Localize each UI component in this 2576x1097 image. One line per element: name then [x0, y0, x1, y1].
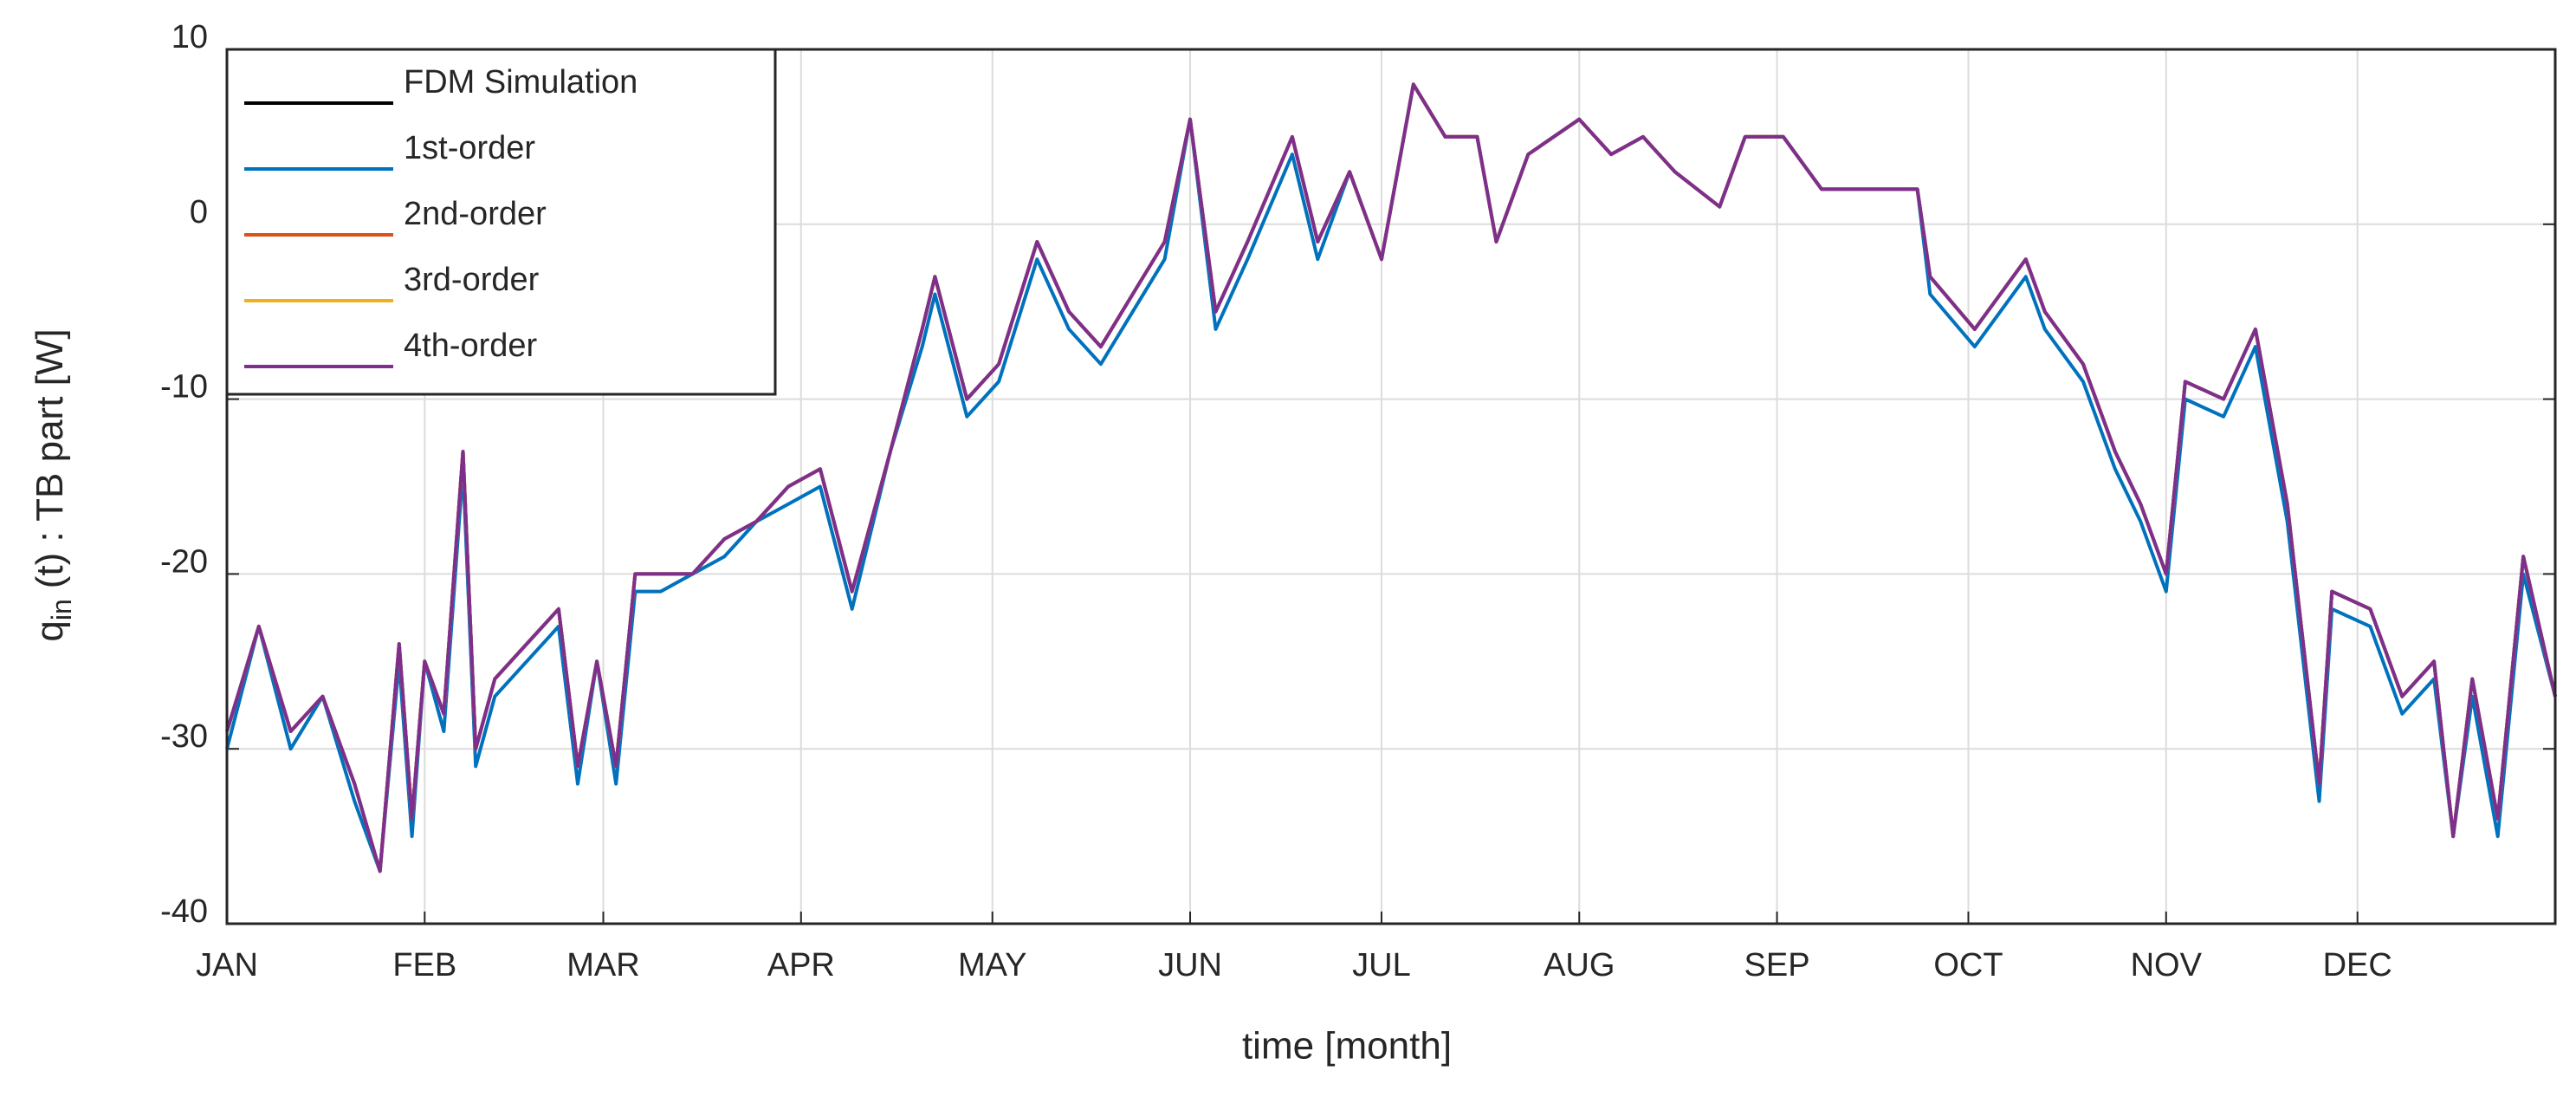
x-tick-label: JUN [1158, 947, 1222, 983]
y-tick-label: -10 [160, 369, 208, 406]
x-axis-label: time [month] [1242, 1025, 1452, 1068]
x-tick-label: MAY [958, 947, 1027, 983]
y-tick-label: -40 [160, 893, 208, 930]
y-tick-label: 10 [172, 19, 208, 55]
legend-label: 3rd-order [404, 262, 540, 298]
x-tick-label: JUL [1352, 947, 1411, 983]
x-tick-label: FEB [392, 947, 456, 983]
series-line [225, 82, 2557, 873]
y-axis-label: qin (t) : TB part [W] [29, 328, 78, 641]
x-tick-label: AUG [1544, 947, 1615, 983]
y-tick-label: -30 [160, 718, 208, 755]
legend-box [225, 48, 777, 396]
legend-label: 2nd-order [404, 196, 547, 232]
x-tick-label: MAR [566, 947, 639, 983]
y-label-sub: in [46, 599, 77, 620]
legend-label: 4th-order [404, 328, 538, 364]
x-tick-label: APR [767, 947, 835, 983]
y-label-rest: (t) : TB part [W] [29, 328, 71, 588]
y-tick-label: 0 [190, 194, 208, 230]
legend-label: FDM Simulation [404, 64, 638, 101]
x-tick-label: SEP [1744, 947, 1810, 983]
x-tick-label: NOV [2131, 947, 2203, 983]
series-line [225, 82, 2557, 873]
x-tick-label: DEC [2323, 947, 2392, 983]
legend-label: 1st-order [404, 130, 535, 166]
x-tick-label: JAN [196, 947, 258, 983]
x-tick-label: OCT [1933, 947, 2003, 983]
plot-frame [225, 48, 2557, 925]
y-tick-label: -20 [160, 543, 208, 580]
y-label-main: q [29, 620, 71, 641]
